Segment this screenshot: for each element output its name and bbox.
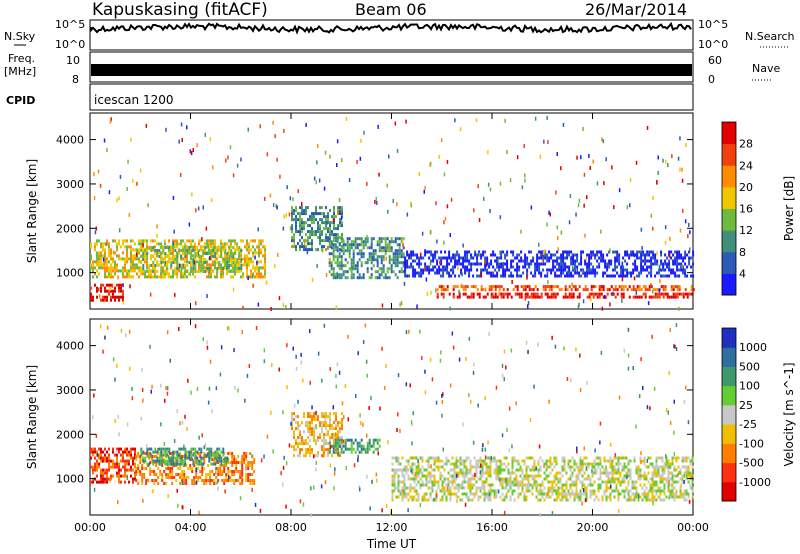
velocity-colorbar-tick: 500 — [739, 360, 760, 373]
power-scatter — [93, 115, 691, 311]
velocity-colorbar-tick: -25 — [739, 418, 757, 431]
xtick-label: 20:00 — [577, 521, 609, 534]
power-colorbar-tick: 20 — [739, 181, 753, 194]
xtick-label: 00:00 — [677, 521, 709, 534]
power-colorbar-segment — [722, 251, 736, 274]
velocity-ylabel: Slant Range [km] — [25, 365, 39, 469]
velocity-colorbar-segment — [722, 385, 736, 406]
date-label: 26/Mar/2014 — [585, 0, 687, 19]
freq-label: Freq. — [8, 52, 35, 65]
power-colorbar-segment — [722, 273, 736, 296]
nsearch-label: N.Search — [745, 30, 795, 43]
nave-label: Nave — [752, 62, 780, 75]
xtick-label: 16:00 — [476, 521, 508, 534]
power-frame — [89, 112, 694, 310]
power-ytick-label: 4000 — [56, 134, 84, 147]
power-band-7 — [436, 285, 695, 292]
velocity-ytick-label: 1000 — [56, 473, 84, 486]
velocity-colorbar-tick: 100 — [739, 380, 760, 393]
nsearch-tick-high: 10^5 — [698, 18, 728, 31]
station-title: Kapuskasing (fitACF) — [92, 0, 268, 20]
velocity-colorbar-label: Velocity [m s^-1] — [782, 362, 796, 466]
velocity-colorbar-segment — [722, 424, 736, 444]
power-ytick-label: 3000 — [56, 178, 84, 191]
velocity-colorbar-tick: -100 — [739, 437, 764, 450]
power-band-1 — [90, 283, 124, 302]
velocity-band-4 — [328, 438, 381, 454]
freq-strip-frame — [89, 51, 694, 83]
power-band-3 — [291, 206, 343, 252]
nsky-trace-line — [90, 21, 692, 35]
power-ylabel: Slant Range [km] — [25, 159, 39, 263]
power-band-0 — [90, 239, 266, 279]
power-colorbar-label: Power [dB] — [782, 176, 796, 241]
power-colorbar-tick: 24 — [739, 159, 753, 172]
cpid-label: CPID — [6, 94, 35, 107]
power-colorbar-tick: 4 — [739, 267, 746, 280]
cpid-value: icescan 1200 — [94, 93, 173, 107]
power-band-4 — [328, 237, 405, 280]
nsky-strip-frame — [89, 19, 694, 51]
power-colorbar-tick: 12 — [739, 224, 753, 237]
freq-tick-high: 10 — [66, 54, 80, 67]
velocity-colorbar-tick: 25 — [739, 399, 753, 412]
velocity-colorbar-segment — [722, 443, 736, 464]
velocity-ytick-label: 2000 — [56, 428, 84, 441]
velocity-colorbar-tick: 1000 — [739, 341, 767, 354]
power-colorbar-tick: 8 — [739, 246, 746, 259]
power-colorbar-segment — [722, 165, 736, 188]
power-band-2 — [140, 246, 243, 273]
velocity-scatter — [92, 323, 693, 517]
nsearch-tick-low: 10^0 — [698, 38, 728, 51]
velocity-colorbar-tick: -500 — [739, 457, 764, 470]
velocity-colorbar-segment — [722, 462, 736, 483]
power-ytick-label: 2000 — [56, 222, 84, 235]
xtick-label: 08:00 — [275, 521, 307, 534]
power-colorbar-segment — [722, 186, 736, 209]
velocity-colorbar-tick: -1000 — [739, 476, 771, 489]
power-band-6 — [436, 292, 693, 299]
velocity-colorbar-segment — [722, 328, 736, 348]
xtick-label: 12:00 — [376, 521, 408, 534]
velocity-colorbar-segment — [722, 347, 736, 367]
velocity-colorbar-segment — [722, 366, 736, 387]
xtick-label: 04:00 — [175, 521, 207, 534]
nsky-trace — [90, 21, 692, 35]
freq-trace — [91, 64, 692, 76]
cpid-strip-frame — [89, 83, 694, 111]
power-colorbar-tick: 28 — [739, 138, 753, 151]
power-colorbar-segment — [722, 122, 736, 145]
velocity-colorbar-segment — [722, 481, 736, 502]
power-band-5 — [404, 250, 695, 278]
velocity-band-0 — [90, 447, 136, 484]
beam-label: Beam 06 — [355, 0, 427, 19]
velocity-ytick-label: 4000 — [56, 340, 84, 353]
velocity-band-2 — [140, 447, 229, 466]
xaxis-label: Time UT — [366, 537, 417, 551]
nsky-tick-low: 10^0 — [55, 38, 85, 51]
power-colorbar-tick: 16 — [739, 203, 753, 216]
nave-tick-high: 60 — [708, 54, 722, 67]
velocity-ytick-label: 3000 — [56, 384, 84, 397]
nsky-label: N.Sky — [4, 30, 36, 43]
xtick-label: 00:00 — [74, 521, 106, 534]
panel-power: 1000 2000 3000 4000 Slant Range [km] 4 8 12 16 20… — [25, 112, 796, 311]
rti-panels: 1000 2000 3000 4000 Slant Range [km] 4 8 12 16 20… — [25, 112, 796, 551]
freq-tick-low: 8 — [72, 73, 79, 86]
velocity-colorbar: 1000 500 100 25 -25 -100 -500 -1000 Velocity [m … — [721, 327, 796, 502]
power-colorbar-segment — [722, 208, 736, 231]
freq-unit: [MHz] — [4, 65, 36, 78]
power-ytick-label: 1000 — [56, 267, 84, 280]
power-colorbar-segment — [722, 230, 736, 253]
nave-tick-low: 0 — [708, 73, 715, 86]
power-colorbar-segment — [722, 143, 736, 166]
velocity-colorbar-segment — [722, 404, 736, 425]
power-colorbar: 4 8 12 16 20 24 28 Power [dB] — [721, 121, 796, 296]
nsky-tick-high: 10^5 — [55, 18, 85, 31]
